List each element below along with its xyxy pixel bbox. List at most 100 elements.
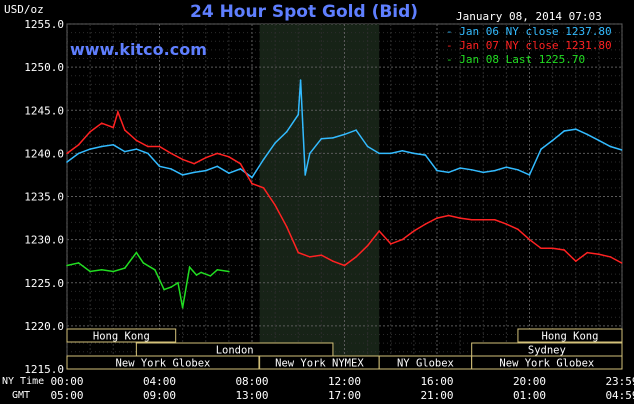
series-point [112, 126, 115, 129]
series-point [517, 228, 519, 231]
series-point [528, 174, 531, 176]
series-point [505, 166, 508, 168]
series-point [551, 139, 554, 142]
series-point [100, 269, 103, 271]
series-point [401, 149, 404, 152]
series-point [204, 169, 207, 172]
series-point [77, 152, 80, 155]
series-point [163, 288, 165, 291]
series-point [436, 217, 438, 219]
series-point [112, 270, 115, 273]
series-point [299, 79, 302, 81]
series-point [424, 154, 427, 156]
series-point [193, 162, 195, 165]
series-point [436, 169, 438, 172]
series-point [170, 286, 172, 288]
series-point [620, 262, 623, 264]
series-point [228, 172, 230, 175]
series-point [401, 238, 404, 241]
series-point [320, 254, 323, 256]
series-point [216, 165, 219, 168]
legend: - Jan 06 NY close 1237.80 - Jan 07 NY cl… [446, 25, 612, 67]
series-point [297, 251, 300, 254]
series-point [378, 152, 380, 155]
series-point [366, 145, 369, 148]
session-label: New York NYMEX [275, 358, 364, 370]
series-point [158, 165, 161, 168]
series-point [494, 169, 496, 172]
series-point [355, 256, 357, 258]
series-point [274, 204, 276, 206]
session-box [66, 328, 177, 343]
series-point [332, 260, 334, 262]
series-point [100, 122, 103, 124]
series-point [413, 152, 415, 155]
series-point [209, 275, 212, 277]
series-point [528, 238, 531, 241]
series-point [459, 167, 461, 169]
series-point [239, 162, 242, 165]
series-point [302, 126, 304, 129]
series-point [285, 131, 288, 133]
series-point [204, 156, 207, 159]
series-point [586, 251, 589, 254]
series-point [304, 174, 306, 176]
x-tick-label-gmt: 13:00 [235, 389, 268, 402]
x-tick-label-gmt: 17:00 [328, 389, 361, 402]
y-tick-label: 1230.0 [24, 234, 64, 247]
legend-item-jan08: - Jan 08 Last 1225.70 [446, 53, 586, 66]
series-point [77, 262, 80, 264]
series-point [598, 139, 600, 142]
series-point [297, 113, 300, 116]
series-point [251, 182, 253, 185]
x-tick-label-ny: 04:00 [143, 375, 176, 388]
series-point [124, 267, 126, 269]
series-point [355, 129, 357, 131]
legend-item-jan07: - Jan 07 NY close 1231.80 [446, 39, 612, 52]
series-point [309, 152, 311, 155]
series-point [262, 187, 265, 189]
series-point [609, 145, 612, 148]
series-point [540, 247, 542, 250]
series-point [158, 145, 161, 148]
series-point [124, 150, 126, 153]
series-point [147, 145, 149, 148]
series-point [195, 274, 198, 276]
session-label: Hong Kong [93, 331, 150, 343]
x-tick-label-ny: 00:00 [50, 375, 83, 388]
series-point [378, 230, 380, 232]
series-point [620, 149, 623, 151]
x-tick-label-gmt: 05:00 [50, 389, 83, 402]
series-point [343, 133, 346, 136]
gmt-row-label: GMT [12, 390, 31, 401]
ny-time-row-label: NY Time [2, 376, 45, 387]
series-point [598, 253, 600, 256]
series-point [147, 152, 149, 155]
series-point [563, 130, 565, 132]
y-tick-label: 1235.0 [24, 191, 64, 204]
series-point [181, 158, 184, 161]
y-axis-unit: USD/oz [4, 3, 44, 16]
series-point [200, 271, 202, 274]
series-point [228, 156, 230, 158]
series-point [112, 143, 115, 146]
series-point [563, 249, 565, 251]
series-point [251, 176, 253, 179]
series-point [285, 225, 288, 228]
series-point [135, 139, 138, 142]
series-point [540, 148, 542, 150]
session-label: NY Globex [397, 358, 454, 370]
series-point [470, 218, 473, 221]
series-point [188, 266, 191, 269]
series-point [89, 270, 91, 273]
series-point [154, 269, 156, 271]
series-point [100, 145, 103, 148]
series-point [124, 129, 126, 131]
y-tick-label: 1255.0 [24, 18, 64, 31]
y-tick-label: 1220.0 [24, 320, 64, 333]
series-point [470, 168, 473, 171]
series-line-jan-07 [66, 109, 622, 267]
series-point [142, 262, 145, 264]
watermark-url: www.kitco.com [70, 40, 207, 59]
